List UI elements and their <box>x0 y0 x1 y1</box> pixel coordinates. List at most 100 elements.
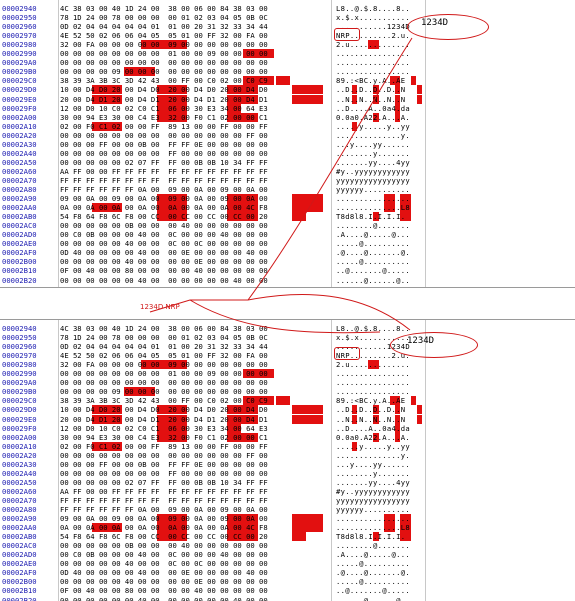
row-ascii[interactable]: L8..@.$.8....8.. <box>336 4 424 13</box>
row-ascii[interactable]: yyyyyyyyyyyyyyyy <box>336 176 424 185</box>
row-hex-bytes[interactable]: 00 00 00 00 00 0B 00 00 00 40 00 00 00 0… <box>60 541 330 550</box>
row-hex-bytes[interactable]: FF FF FF FF FF FF 0A 00 09 00 0A 00 09 0… <box>60 185 330 194</box>
row-hex-bytes[interactable]: 00 00 00 FF 00 00 0B 00 FF FF 0E 00 00 0… <box>60 140 330 149</box>
row-ascii[interactable]: ..N..N..N..N..N <box>336 95 424 104</box>
row-hex-bytes[interactable]: FF FF FF FF FF FF FF FF FF FF FF FF FF F… <box>60 496 330 505</box>
row-hex-bytes[interactable]: 02 00 F0 C1 02 00 00 FF 89 13 00 00 FF 0… <box>60 442 330 451</box>
row-ascii[interactable]: T8d8l8.I.I.I.I. <box>336 532 424 541</box>
row-hex-bytes[interactable]: 09 00 0A 00 09 00 0A 00 09 00 0A 00 09 0… <box>60 194 330 203</box>
row-ascii[interactable]: L8..@.$.8....8.. <box>336 324 424 333</box>
row-hex-bytes[interactable]: 0F 00 40 00 00 80 00 00 00 00 40 00 00 0… <box>60 266 330 275</box>
row-ascii[interactable]: .....y.....y..yy <box>336 122 424 131</box>
row-hex-bytes[interactable]: 0D 40 00 00 00 00 40 00 00 0E 00 00 00 0… <box>60 568 330 577</box>
row-hex-bytes[interactable]: 00 C0 0B 00 00 00 40 00 0C 00 00 00 40 0… <box>60 550 330 559</box>
row-ascii[interactable]: ..D....A..0a4.da <box>336 104 424 113</box>
row-hex-bytes[interactable]: 00 00 00 00 00 00 00 00 FF 00 00 00 00 0… <box>60 149 330 158</box>
row-ascii[interactable]: ................ <box>336 49 424 58</box>
row-ascii[interactable]: yyyyyyyyyyyyyyyy <box>336 496 424 505</box>
row-ascii[interactable]: 0.0a0.A22.A...A. <box>336 433 424 442</box>
row-hex-bytes[interactable]: 00 00 00 00 00 00 00 00 FF 00 00 00 00 0… <box>60 469 330 478</box>
row-hex-bytes[interactable]: 00 00 00 00 00 00 00 00 00 00 00 00 00 0… <box>60 58 330 67</box>
row-ascii[interactable]: .@....@.......@. <box>336 248 424 257</box>
row-hex-bytes[interactable]: 00 C0 0B 00 00 00 40 00 0C 00 00 00 40 0… <box>60 230 330 239</box>
row-ascii[interactable]: #y..yyyyyyyyyyyy <box>336 167 424 176</box>
row-hex-bytes[interactable]: 54 F8 64 F8 6C F8 00 CC 00 CC 00 CC 00 C… <box>60 212 330 221</box>
row-hex-bytes[interactable]: FF FF FF FF FF FF FF FF FF FF FF FF FF F… <box>60 176 330 185</box>
row-ascii[interactable]: .....@.......... <box>336 239 424 248</box>
row-hex-bytes[interactable]: 0A 00 0A 00 0A 00 0A 00 0A 00 0A 00 0A 0… <box>60 523 330 532</box>
row-hex-bytes[interactable]: 00 00 00 00 00 40 00 00 0C 00 0C 00 00 0… <box>60 239 330 248</box>
row-hex-bytes[interactable]: 0D 02 04 04 04 04 04 01 01 00 20 31 32 3… <box>60 342 330 351</box>
row-hex-bytes[interactable]: 10 00 D4 D0 20 00 D4 D0 20 00 D4 D0 20 0… <box>60 85 330 94</box>
row-ascii[interactable]: 2.u............. <box>336 360 424 369</box>
row-ascii[interactable]: ........@....... <box>336 541 424 550</box>
row-ascii[interactable]: ..D..D..D..D..N <box>336 405 424 414</box>
row-hex-bytes[interactable]: 00 00 00 00 00 40 00 00 00 00 0E 00 00 0… <box>60 257 330 266</box>
row-ascii[interactable]: ..............L8 <box>336 203 424 212</box>
row-hex-bytes[interactable]: 30 00 94 E3 30 00 C4 E3 32 00 F0 C1 02 0… <box>60 113 330 122</box>
row-ascii[interactable]: .......yy....4yy <box>336 158 424 167</box>
row-ascii[interactable]: ................ <box>336 378 424 387</box>
row-ascii[interactable]: 2.u............. <box>336 40 424 49</box>
row-ascii[interactable]: ................ <box>336 58 424 67</box>
row-hex-bytes[interactable]: 00 00 00 00 00 02 07 FF FF 00 0B 0B 10 3… <box>60 158 330 167</box>
row-hex-bytes[interactable]: 38 39 3A 3B 3C 3D 42 43 00 FF 00 C0 02 0… <box>60 76 330 85</box>
row-ascii[interactable]: .@....@.......@. <box>336 568 424 577</box>
row-hex-bytes[interactable]: 20 00 D4 D1 20 00 D4 D1 20 00 D4 D1 20 0… <box>60 415 330 424</box>
row-hex-bytes[interactable]: 4E 52 50 02 06 06 04 05 05 01 00 FF 32 0… <box>60 351 330 360</box>
row-ascii[interactable]: ..D..D..D..D..N <box>336 85 424 94</box>
row-hex-bytes[interactable]: 00 00 00 00 00 00 00 00 01 00 00 09 00 0… <box>60 369 330 378</box>
row-hex-bytes[interactable]: 10 00 D4 D0 20 00 D4 D0 20 00 D4 D0 20 0… <box>60 405 330 414</box>
row-hex-bytes[interactable]: 02 00 F0 C1 02 00 00 FF 89 13 00 00 FF 0… <box>60 122 330 131</box>
row-hex-bytes[interactable]: 00 00 00 00 09 00 00 00 00 00 00 00 00 0… <box>60 387 330 396</box>
row-hex-bytes[interactable]: 00 00 00 00 09 00 00 00 00 00 00 00 00 0… <box>60 67 330 76</box>
row-hex-bytes[interactable]: 54 F8 64 F8 6C F8 00 CC 00 CC 00 CC 00 C… <box>60 532 330 541</box>
row-hex-bytes[interactable]: 12 00 D0 10 C0 02 C0 C1 06 00 30 E3 34 0… <box>60 104 330 113</box>
row-hex-bytes[interactable]: AA FF 00 00 FF FF FF FF FF FF FF FF FF F… <box>60 487 330 496</box>
row-hex-bytes[interactable]: 0F 00 40 00 00 80 00 00 00 00 40 00 00 0… <box>60 586 330 595</box>
row-ascii[interactable]: ......@......@.. <box>336 276 424 285</box>
row-hex-bytes[interactable]: 4C 38 03 00 40 1D 24 00 38 00 06 00 84 3… <box>60 4 330 13</box>
row-hex-bytes[interactable]: 30 00 94 E3 30 00 C4 E3 32 00 F0 C1 02 0… <box>60 433 330 442</box>
row-hex-bytes[interactable]: 00 00 00 00 00 40 00 00 0C 00 0C 00 00 0… <box>60 559 330 568</box>
row-hex-bytes[interactable]: 4E 52 50 02 06 06 04 05 05 01 00 FF 32 0… <box>60 31 330 40</box>
row-ascii[interactable]: .A....@.....@... <box>336 230 424 239</box>
row-hex-bytes[interactable]: 00 00 00 00 00 00 00 00 00 00 00 00 00 0… <box>60 131 330 140</box>
row-ascii[interactable]: .....y.....y..yy <box>336 442 424 451</box>
row-ascii[interactable]: yyyyyy.......... <box>336 505 424 514</box>
row-ascii[interactable]: yyyyyy.......... <box>336 185 424 194</box>
row-ascii[interactable]: 89.:<BC.y.A..AE <box>336 396 424 405</box>
row-ascii[interactable]: ................ <box>336 369 424 378</box>
row-ascii[interactable]: ................ <box>336 67 424 76</box>
row-ascii[interactable]: .......yy....4yy <box>336 478 424 487</box>
row-hex-bytes[interactable]: 00 00 00 00 00 02 07 FF FF 00 0B 0B 10 3… <box>60 478 330 487</box>
row-hex-bytes[interactable]: 4C 38 03 00 40 1D 24 00 38 00 06 00 84 3… <box>60 324 330 333</box>
row-hex-bytes[interactable]: 32 00 FA 00 00 00 00 00 09 00 00 00 00 0… <box>60 40 330 49</box>
row-ascii[interactable]: ................ <box>336 194 424 203</box>
row-hex-bytes[interactable]: FF FF FF FF FF FF 0A 00 09 00 0A 00 09 0… <box>60 505 330 514</box>
row-ascii[interactable]: 0.0a0.A22.A...A. <box>336 113 424 122</box>
row-ascii[interactable]: ..@.......@..... <box>336 586 424 595</box>
row-hex-bytes[interactable]: 00 00 00 00 00 00 00 00 01 00 00 09 00 0… <box>60 49 330 58</box>
row-ascii[interactable]: .....@.......... <box>336 577 424 586</box>
row-hex-bytes[interactable]: AA FF 00 00 FF FF FF FF FF FF FF FF FF F… <box>60 167 330 176</box>
row-ascii[interactable]: ........y....... <box>336 149 424 158</box>
row-ascii[interactable]: ..............L8 <box>336 523 424 532</box>
row-hex-bytes[interactable]: 32 00 FA 00 00 00 00 00 09 00 00 00 00 0… <box>60 360 330 369</box>
row-ascii[interactable]: T8d8l8.I.I.I.I. <box>336 212 424 221</box>
row-ascii[interactable]: .....@.......... <box>336 257 424 266</box>
row-ascii[interactable]: ..@.......@..... <box>336 266 424 275</box>
row-ascii[interactable]: 89.:<BC.y.A..AE <box>336 76 424 85</box>
row-ascii[interactable]: ................ <box>336 514 424 523</box>
row-ascii[interactable]: .....@.......... <box>336 559 424 568</box>
row-ascii[interactable]: .A....@.....@... <box>336 550 424 559</box>
row-hex-bytes[interactable]: 0A 00 0A 00 0A 00 0A 00 0A 00 0A 00 0A 0… <box>60 203 330 212</box>
row-hex-bytes[interactable]: 00 00 00 00 00 00 40 00 00 00 00 00 00 4… <box>60 276 330 285</box>
row-ascii[interactable]: ......@......@.. <box>336 596 424 601</box>
row-hex-bytes[interactable]: 00 00 00 00 00 00 00 00 00 00 00 00 00 0… <box>60 378 330 387</box>
row-ascii[interactable]: ...y....yy...... <box>336 140 424 149</box>
row-ascii[interactable]: ..............y. <box>336 131 424 140</box>
row-ascii[interactable]: ..D....A..0a4.da <box>336 424 424 433</box>
row-ascii[interactable]: ........y....... <box>336 469 424 478</box>
row-hex-bytes[interactable]: 0D 40 00 00 00 00 40 00 00 0E 00 00 00 0… <box>60 248 330 257</box>
